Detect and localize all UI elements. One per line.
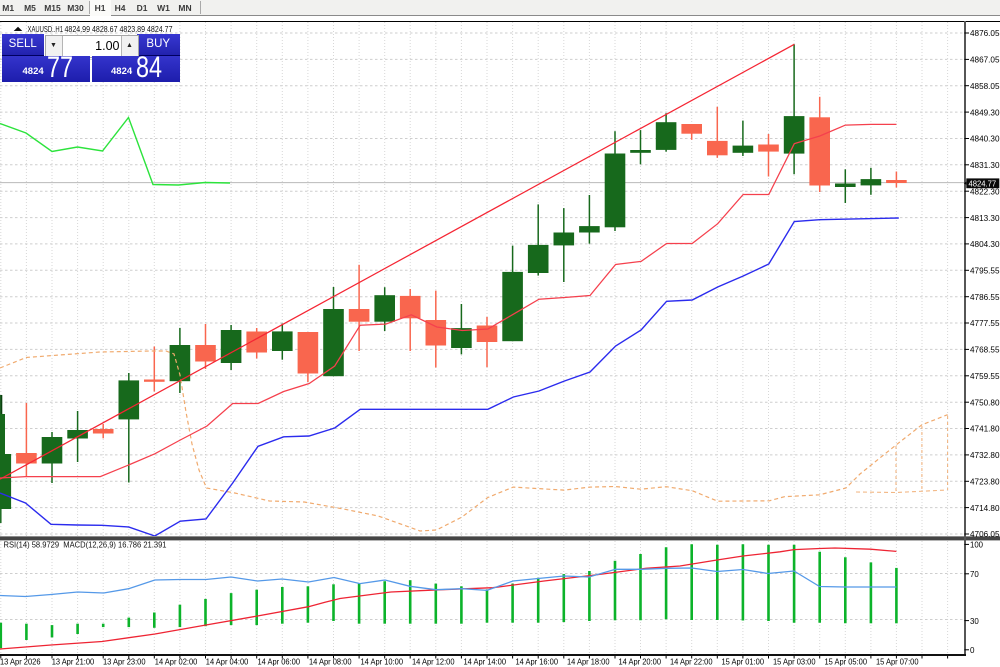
svg-text:15 Apr 05:00: 15 Apr 05:00 (825, 657, 868, 667)
svg-text:13 Apr 2026: 13 Apr 2026 (0, 657, 41, 667)
svg-text:4777.55: 4777.55 (970, 318, 1000, 328)
svg-text:4858.05: 4858.05 (970, 81, 1000, 91)
svg-text:XAUUSD..H1: XAUUSD..H1 (28, 24, 64, 34)
svg-text:4732.80: 4732.80 (970, 450, 1000, 460)
svg-text:4795.55: 4795.55 (970, 266, 1000, 276)
svg-text:14 Apr 10:00: 14 Apr 10:00 (361, 657, 404, 667)
svg-text:4876.05: 4876.05 (970, 28, 1000, 38)
svg-text:14 Apr 20:00: 14 Apr 20:00 (619, 657, 662, 667)
svg-text:RSI(14) 58.9729 MACD(12,26,9): RSI(14) 58.9729 MACD(12,26,9) 16.786 21.… (4, 540, 167, 550)
svg-text:0: 0 (970, 645, 975, 655)
svg-text:13 Apr 21:00: 13 Apr 21:00 (52, 657, 95, 667)
svg-text:14 Apr 06:00: 14 Apr 06:00 (258, 657, 301, 667)
svg-text:14 Apr 08:00: 14 Apr 08:00 (309, 657, 352, 667)
svg-text:4786.55: 4786.55 (970, 292, 1000, 302)
svg-text:4750.80: 4750.80 (970, 397, 1000, 407)
svg-text:13 Apr 23:00: 13 Apr 23:00 (103, 657, 146, 667)
svg-text:30: 30 (970, 616, 979, 626)
svg-text:4813.30: 4813.30 (970, 213, 1000, 223)
svg-text:14 Apr 16:00: 14 Apr 16:00 (516, 657, 559, 667)
svg-text:4824.77: 4824.77 (969, 179, 997, 189)
svg-text:4824.99 4828.67 4823.89 4824.7: 4824.99 4828.67 4823.89 4824.77 (65, 24, 173, 34)
svg-text:70: 70 (970, 569, 979, 579)
svg-text:4867.05: 4867.05 (970, 55, 1000, 65)
svg-text:4831.30: 4831.30 (970, 160, 1000, 170)
svg-text:100: 100 (970, 540, 983, 550)
svg-text:4714.80: 4714.80 (970, 503, 1000, 513)
svg-text:4804.30: 4804.30 (970, 239, 1000, 249)
svg-text:14 Apr 14:00: 14 Apr 14:00 (464, 657, 507, 667)
svg-text:14 Apr 22:00: 14 Apr 22:00 (670, 657, 713, 667)
svg-text:15 Apr 07:00: 15 Apr 07:00 (876, 657, 919, 667)
svg-text:14 Apr 02:00: 14 Apr 02:00 (155, 657, 198, 667)
svg-text:4849.30: 4849.30 (970, 107, 1000, 117)
svg-text:4759.55: 4759.55 (970, 371, 1000, 381)
svg-text:15 Apr 03:00: 15 Apr 03:00 (773, 657, 816, 667)
svg-text:4723.80: 4723.80 (970, 477, 1000, 487)
svg-text:15 Apr 01:00: 15 Apr 01:00 (722, 657, 765, 667)
svg-text:4768.55: 4768.55 (970, 345, 1000, 355)
svg-text:4706.05: 4706.05 (970, 529, 1000, 539)
svg-text:4741.80: 4741.80 (970, 424, 1000, 434)
svg-text:14 Apr 12:00: 14 Apr 12:00 (412, 657, 455, 667)
svg-text:14 Apr 18:00: 14 Apr 18:00 (567, 657, 610, 667)
svg-text:14 Apr 04:00: 14 Apr 04:00 (206, 657, 249, 667)
svg-text:4822.30: 4822.30 (970, 186, 1000, 196)
svg-text:4840.30: 4840.30 (970, 134, 1000, 144)
